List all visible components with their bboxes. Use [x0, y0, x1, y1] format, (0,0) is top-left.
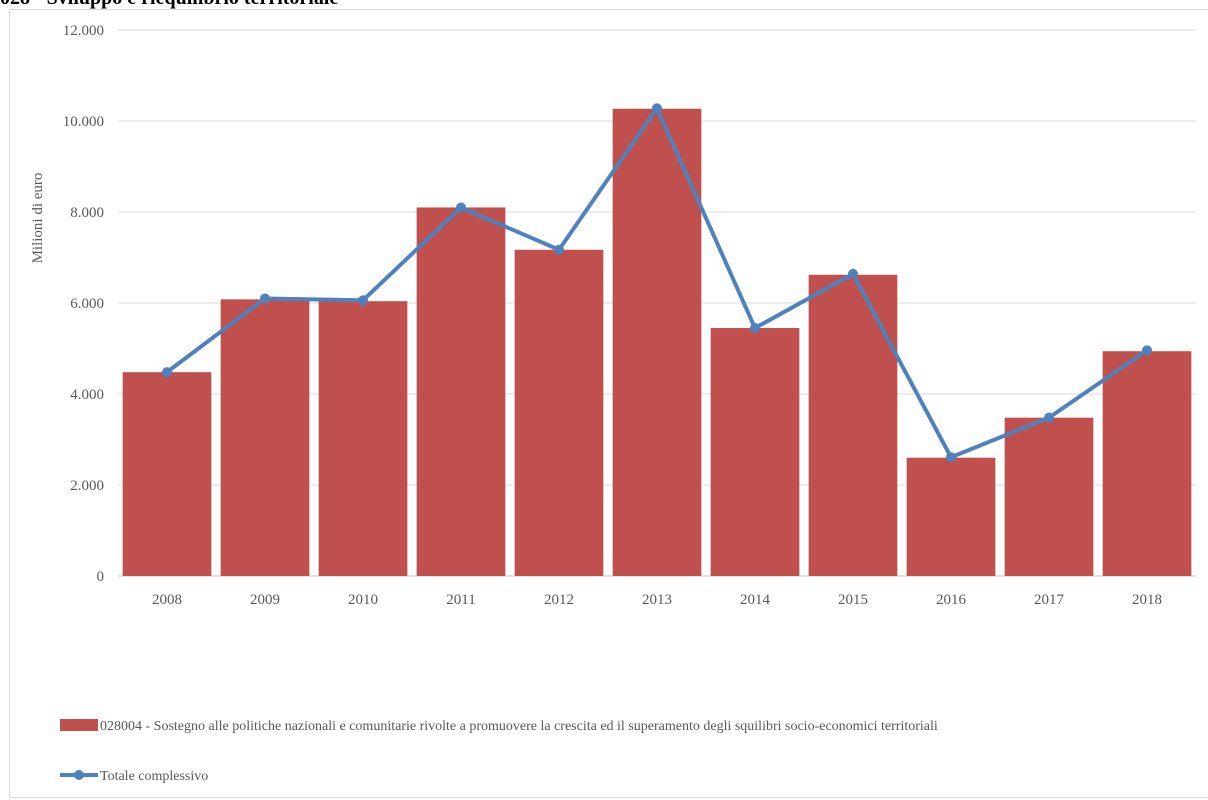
line-point — [1044, 412, 1054, 423]
legend-label-bars: 028004 - Sostegno alle politiche naziona… — [100, 719, 938, 734]
y-axis-title: Milioni di euro — [30, 173, 46, 264]
line-point — [652, 103, 662, 114]
y-tick-label: 12.000 — [63, 23, 104, 39]
bar — [220, 299, 310, 576]
x-tick-label: 2013 — [642, 592, 672, 608]
bar — [710, 328, 800, 576]
legend-label-line: Totale complessivo — [100, 769, 208, 784]
x-tick-label: 2017 — [1034, 592, 1065, 608]
legend: 028004 - Sostegno alle politiche naziona… — [60, 719, 938, 784]
bar — [318, 301, 408, 576]
x-tick-label: 2011 — [446, 592, 475, 608]
x-tick-label: 2008 — [152, 592, 182, 608]
bar — [612, 108, 702, 576]
y-tick-label: 8.000 — [70, 205, 104, 221]
x-tick-label: 2018 — [1132, 592, 1162, 608]
bar — [906, 457, 996, 576]
y-tick-label: 2.000 — [70, 478, 104, 494]
line-point — [554, 244, 564, 255]
y-tick-label: 6.000 — [70, 296, 104, 312]
y-tick-label: 10.000 — [63, 114, 104, 130]
legend-swatch-bars — [60, 719, 98, 731]
bar — [1102, 351, 1192, 576]
line-point — [848, 268, 858, 279]
y-tick-label: 4.000 — [70, 387, 104, 403]
line-series — [162, 103, 1152, 463]
line-point — [456, 202, 466, 213]
chart-frame — [9, 9, 1208, 798]
x-tick-label: 2009 — [250, 592, 280, 608]
x-tick-label: 2016 — [936, 592, 967, 608]
line-point — [358, 295, 368, 306]
line-point — [750, 323, 760, 334]
y-tick-label: 0 — [97, 569, 105, 585]
chart-title: 028 - Sviluppo e riequilibrio territoria… — [0, 0, 338, 10]
bar — [416, 207, 506, 576]
x-tick-label: 2015 — [838, 592, 868, 608]
y-tick-labels: 0 2.000 4.000 6.000 8.000 10.000 12.000 — [63, 23, 104, 585]
bar-series — [122, 108, 1192, 576]
line-point — [260, 293, 270, 304]
line-point — [162, 367, 172, 378]
x-tick-label: 2012 — [544, 592, 574, 608]
x-tick-labels: 2008 2009 2010 2011 2012 2013 2014 2015 2016 2017… — [152, 592, 1162, 608]
legend-marker-line — [74, 770, 84, 780]
bar — [808, 274, 898, 576]
line-point — [946, 452, 956, 463]
line-point — [1142, 345, 1152, 356]
bar — [514, 249, 604, 576]
bar — [1004, 417, 1094, 576]
x-tick-label: 2010 — [348, 592, 378, 608]
bar — [122, 372, 212, 576]
x-tick-label: 2014 — [740, 592, 771, 608]
